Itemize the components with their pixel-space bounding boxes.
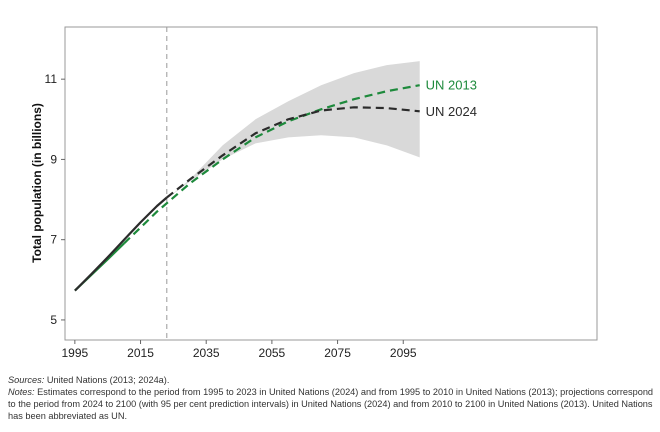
notes-label: Notes:	[8, 387, 35, 397]
series-label-un-2024: UN 2024	[426, 104, 477, 119]
x-tick-label: 2095	[390, 346, 417, 360]
y-axis-label: Total population (in billions)	[30, 103, 44, 263]
series-label-un-2013: UN 2013	[426, 78, 477, 93]
y-tick-label: 9	[50, 152, 57, 166]
sources-note: Sources: United Nations (2013; 2024a).	[8, 374, 656, 386]
prediction-band	[166, 61, 420, 199]
x-tick-label: 2015	[127, 346, 154, 360]
x-tick-label: 2055	[259, 346, 286, 360]
series-un-2024-estimates	[74, 196, 168, 292]
x-tick-label: 2035	[193, 346, 220, 360]
y-tick-label: 7	[50, 233, 57, 247]
x-tick-label: 1995	[62, 346, 89, 360]
population-chart: 1995 2015 2035 2055 2075 2095 5 7 9 11 UN 2024 UN …	[30, 26, 598, 360]
notes-note: Notes: Estimates correspond to the perio…	[8, 386, 656, 422]
notes-text: Estimates correspond to the period from …	[8, 387, 654, 421]
plot-frame	[64, 26, 598, 341]
chart-notes: Sources: United Nations (2013; 2024a). N…	[8, 374, 656, 422]
y-tick-label: 5	[50, 313, 57, 327]
x-tick-label: 2075	[324, 346, 351, 360]
sources-text: United Nations (2013; 2024a).	[44, 375, 170, 385]
sources-label: Sources:	[8, 375, 45, 385]
series-un-2013-projection	[123, 84, 420, 245]
y-tick-label: 11	[45, 72, 58, 86]
series-un-2024-projection	[166, 106, 420, 199]
